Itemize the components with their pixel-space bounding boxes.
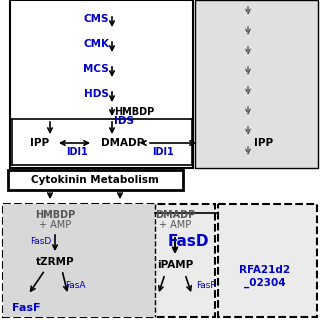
Bar xyxy=(195,0,318,168)
Bar xyxy=(10,0,193,168)
Text: HMBDP: HMBDP xyxy=(114,107,154,117)
Text: HDS: HDS xyxy=(84,89,109,99)
Text: IDS: IDS xyxy=(114,116,134,126)
Text: DMADP: DMADP xyxy=(155,210,195,220)
Text: iPAMP: iPAMP xyxy=(157,260,193,270)
Text: FasD: FasD xyxy=(30,237,51,246)
Text: CMS: CMS xyxy=(84,14,109,24)
Text: CMK: CMK xyxy=(83,39,109,49)
Text: FasF: FasF xyxy=(12,303,41,313)
Text: RFA21d2: RFA21d2 xyxy=(239,265,291,275)
Text: MCS: MCS xyxy=(83,64,109,74)
Text: IDI1: IDI1 xyxy=(152,147,174,157)
Text: FasD: FasD xyxy=(168,235,210,250)
Text: Cytokinin Metabolism: Cytokinin Metabolism xyxy=(31,175,159,185)
Text: IPP: IPP xyxy=(254,138,274,148)
Bar xyxy=(8,170,183,190)
Text: HMBDP: HMBDP xyxy=(35,210,75,220)
Text: DMADP: DMADP xyxy=(101,138,145,148)
Text: FasF: FasF xyxy=(196,281,215,290)
Bar xyxy=(3,204,155,317)
Bar xyxy=(3,204,215,317)
Text: + AMP: + AMP xyxy=(39,220,71,230)
Text: + AMP: + AMP xyxy=(159,220,191,230)
Text: FasA: FasA xyxy=(65,281,85,290)
Text: tZRMP: tZRMP xyxy=(36,257,74,267)
Bar xyxy=(218,204,317,317)
Text: _02304: _02304 xyxy=(244,278,286,288)
Text: IPP: IPP xyxy=(30,138,50,148)
Text: IDI1: IDI1 xyxy=(66,147,88,157)
